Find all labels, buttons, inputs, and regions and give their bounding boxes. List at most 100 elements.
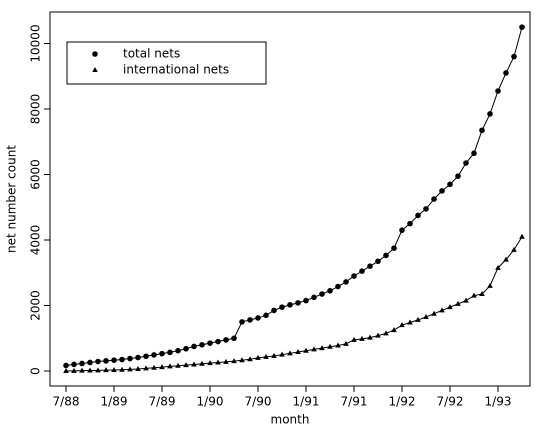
- legend-marker: [92, 51, 98, 57]
- data-point: [335, 342, 341, 348]
- data-point: [143, 353, 149, 360]
- data-point: [63, 362, 69, 369]
- data-point: [175, 362, 181, 368]
- y-tick-label: 8000: [29, 94, 43, 125]
- data-point: [335, 283, 341, 290]
- x-tick-label: 1/90: [197, 395, 224, 409]
- data-point: [71, 367, 77, 373]
- data-point: [159, 350, 165, 357]
- legend-label: total nets: [123, 47, 180, 61]
- data-point: [127, 366, 133, 372]
- data-point: [231, 335, 237, 342]
- y-axis-title: net number count: [5, 145, 19, 253]
- data-point: [343, 340, 349, 346]
- data-point: [271, 352, 277, 358]
- data-point: [495, 264, 501, 270]
- y-tick-label: 6000: [29, 159, 43, 190]
- data-point: [447, 181, 453, 188]
- data-point: [343, 279, 349, 285]
- data-point: [311, 346, 317, 352]
- data-point: [255, 315, 261, 321]
- data-point: [455, 300, 461, 306]
- data-point: [175, 347, 181, 354]
- x-tick-label: 7/89: [149, 395, 176, 409]
- data-point: [463, 297, 469, 303]
- legend-marker: [92, 67, 98, 72]
- data-point: [367, 334, 373, 340]
- data-point: [119, 356, 125, 363]
- data-point: [159, 364, 165, 370]
- data-point: [263, 353, 269, 359]
- data-point: [71, 361, 77, 368]
- data-point: [503, 70, 509, 76]
- data-point: [367, 263, 373, 270]
- data-point: [183, 345, 189, 352]
- data-point: [455, 173, 461, 179]
- data-point: [135, 354, 141, 361]
- data-point: [183, 362, 189, 368]
- data-point: [223, 337, 229, 343]
- x-tick-label: 1/93: [485, 395, 512, 409]
- data-point: [239, 357, 245, 363]
- data-point: [287, 302, 293, 308]
- data-point: [351, 273, 357, 279]
- data-point: [215, 359, 221, 365]
- data-point: [207, 340, 213, 346]
- data-point: [479, 127, 485, 134]
- data-point: [95, 358, 101, 365]
- data-point: [319, 345, 325, 351]
- data-point: [223, 358, 229, 364]
- data-point: [359, 268, 365, 274]
- data-point: [503, 256, 509, 262]
- data-point: [231, 358, 237, 364]
- data-point: [391, 327, 397, 333]
- data-point: [167, 349, 173, 356]
- data-point: [359, 335, 365, 341]
- series-line: [65, 26, 523, 366]
- data-point: [399, 322, 405, 328]
- data-point: [199, 360, 205, 366]
- data-point: [215, 338, 221, 345]
- plot-frame: [49, 11, 531, 387]
- data-point: [79, 367, 85, 373]
- data-point: [407, 319, 413, 325]
- data-point: [247, 317, 253, 323]
- data-point: [463, 160, 469, 166]
- data-point: [199, 342, 205, 348]
- data-point: [255, 354, 261, 360]
- data-point: [479, 291, 485, 297]
- x-tick-label: 1/89: [101, 395, 128, 409]
- y-tick-label: 10000: [29, 24, 43, 62]
- data-point: [375, 332, 381, 338]
- data-point: [207, 360, 213, 366]
- data-point: [111, 357, 117, 363]
- data-point: [295, 349, 301, 355]
- data-point: [375, 258, 381, 265]
- legend-box: [66, 41, 267, 85]
- series-line: [65, 236, 523, 372]
- data-point: [519, 24, 525, 30]
- data-point: [151, 364, 157, 370]
- legend-label: international nets: [123, 63, 229, 77]
- data-point: [303, 297, 309, 304]
- x-tick-label: 7/92: [437, 395, 464, 409]
- data-point: [327, 343, 333, 349]
- data-point: [431, 196, 437, 202]
- data-point: [135, 366, 141, 372]
- data-point: [87, 367, 93, 373]
- data-point: [103, 367, 109, 373]
- data-point: [111, 367, 117, 373]
- data-point: [391, 245, 397, 251]
- data-point: [471, 150, 477, 157]
- data-point: [423, 206, 429, 212]
- data-point: [495, 88, 501, 94]
- data-point: [303, 347, 309, 353]
- data-point: [439, 188, 445, 194]
- data-point: [319, 291, 325, 297]
- x-axis-title: month: [271, 413, 310, 427]
- data-point: [431, 310, 437, 316]
- data-point: [239, 319, 245, 325]
- data-point: [439, 307, 445, 313]
- y-tick-label: 2000: [29, 290, 43, 321]
